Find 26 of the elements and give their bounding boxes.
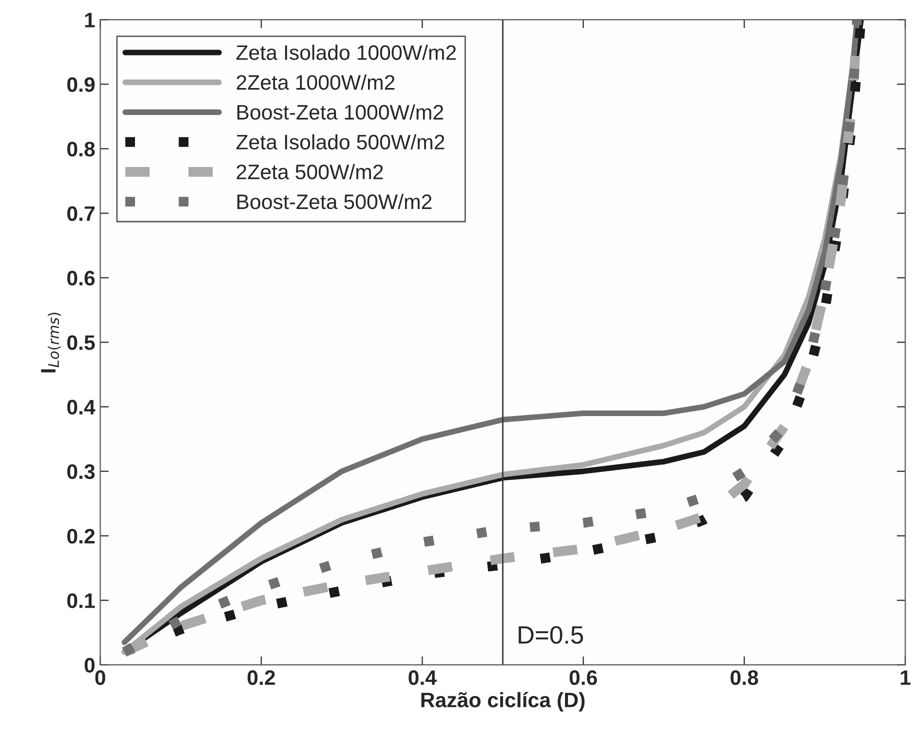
x-tick-label: 0.8 (730, 670, 758, 686)
y-tick-label: 0.6 (67, 270, 95, 286)
legend-label: Boost-Zeta 1000W/m2 (237, 104, 444, 120)
legend-label: 2Zeta 1000W/m2 (236, 74, 394, 90)
legend-label: Zeta Isolado 500W/m2 (236, 134, 444, 150)
x-tick-label: 0.6 (570, 670, 598, 686)
y-tick-label: 0 (84, 658, 95, 673)
x-axis-title: Razão ciclíca (D) (421, 692, 585, 712)
legend-label: 2Zeta 500W/m2 (236, 164, 383, 180)
y-tick-label: 0.9 (67, 77, 95, 92)
x-tick-label: 0.4 (408, 670, 437, 686)
y-tick-label: 0.3 (67, 464, 95, 480)
y-axis-title: I$_{Lo(rms)}$ (41, 312, 61, 372)
x-tick-label: 1 (900, 670, 910, 685)
y-tick-label: 0.8 (67, 142, 95, 156)
legend-label: Boost-Zeta 500W/m2 (237, 194, 432, 210)
ref-line-label: D=0.5 (518, 626, 584, 644)
x-tick-label: 0.2 (248, 670, 275, 686)
x-tick-label: 0 (95, 670, 106, 686)
y-tick-label: 0.4 (67, 400, 96, 415)
y-tick-label: 0.7 (67, 206, 95, 221)
y-tick-label: 0.1 (67, 593, 95, 608)
y-tick-label: 0.5 (67, 335, 95, 350)
y-tick-label: 1 (85, 12, 95, 28)
y-tick-label: 0.2 (67, 528, 95, 544)
legend-label: Zeta Isolado 1000W/m2 (236, 44, 456, 60)
